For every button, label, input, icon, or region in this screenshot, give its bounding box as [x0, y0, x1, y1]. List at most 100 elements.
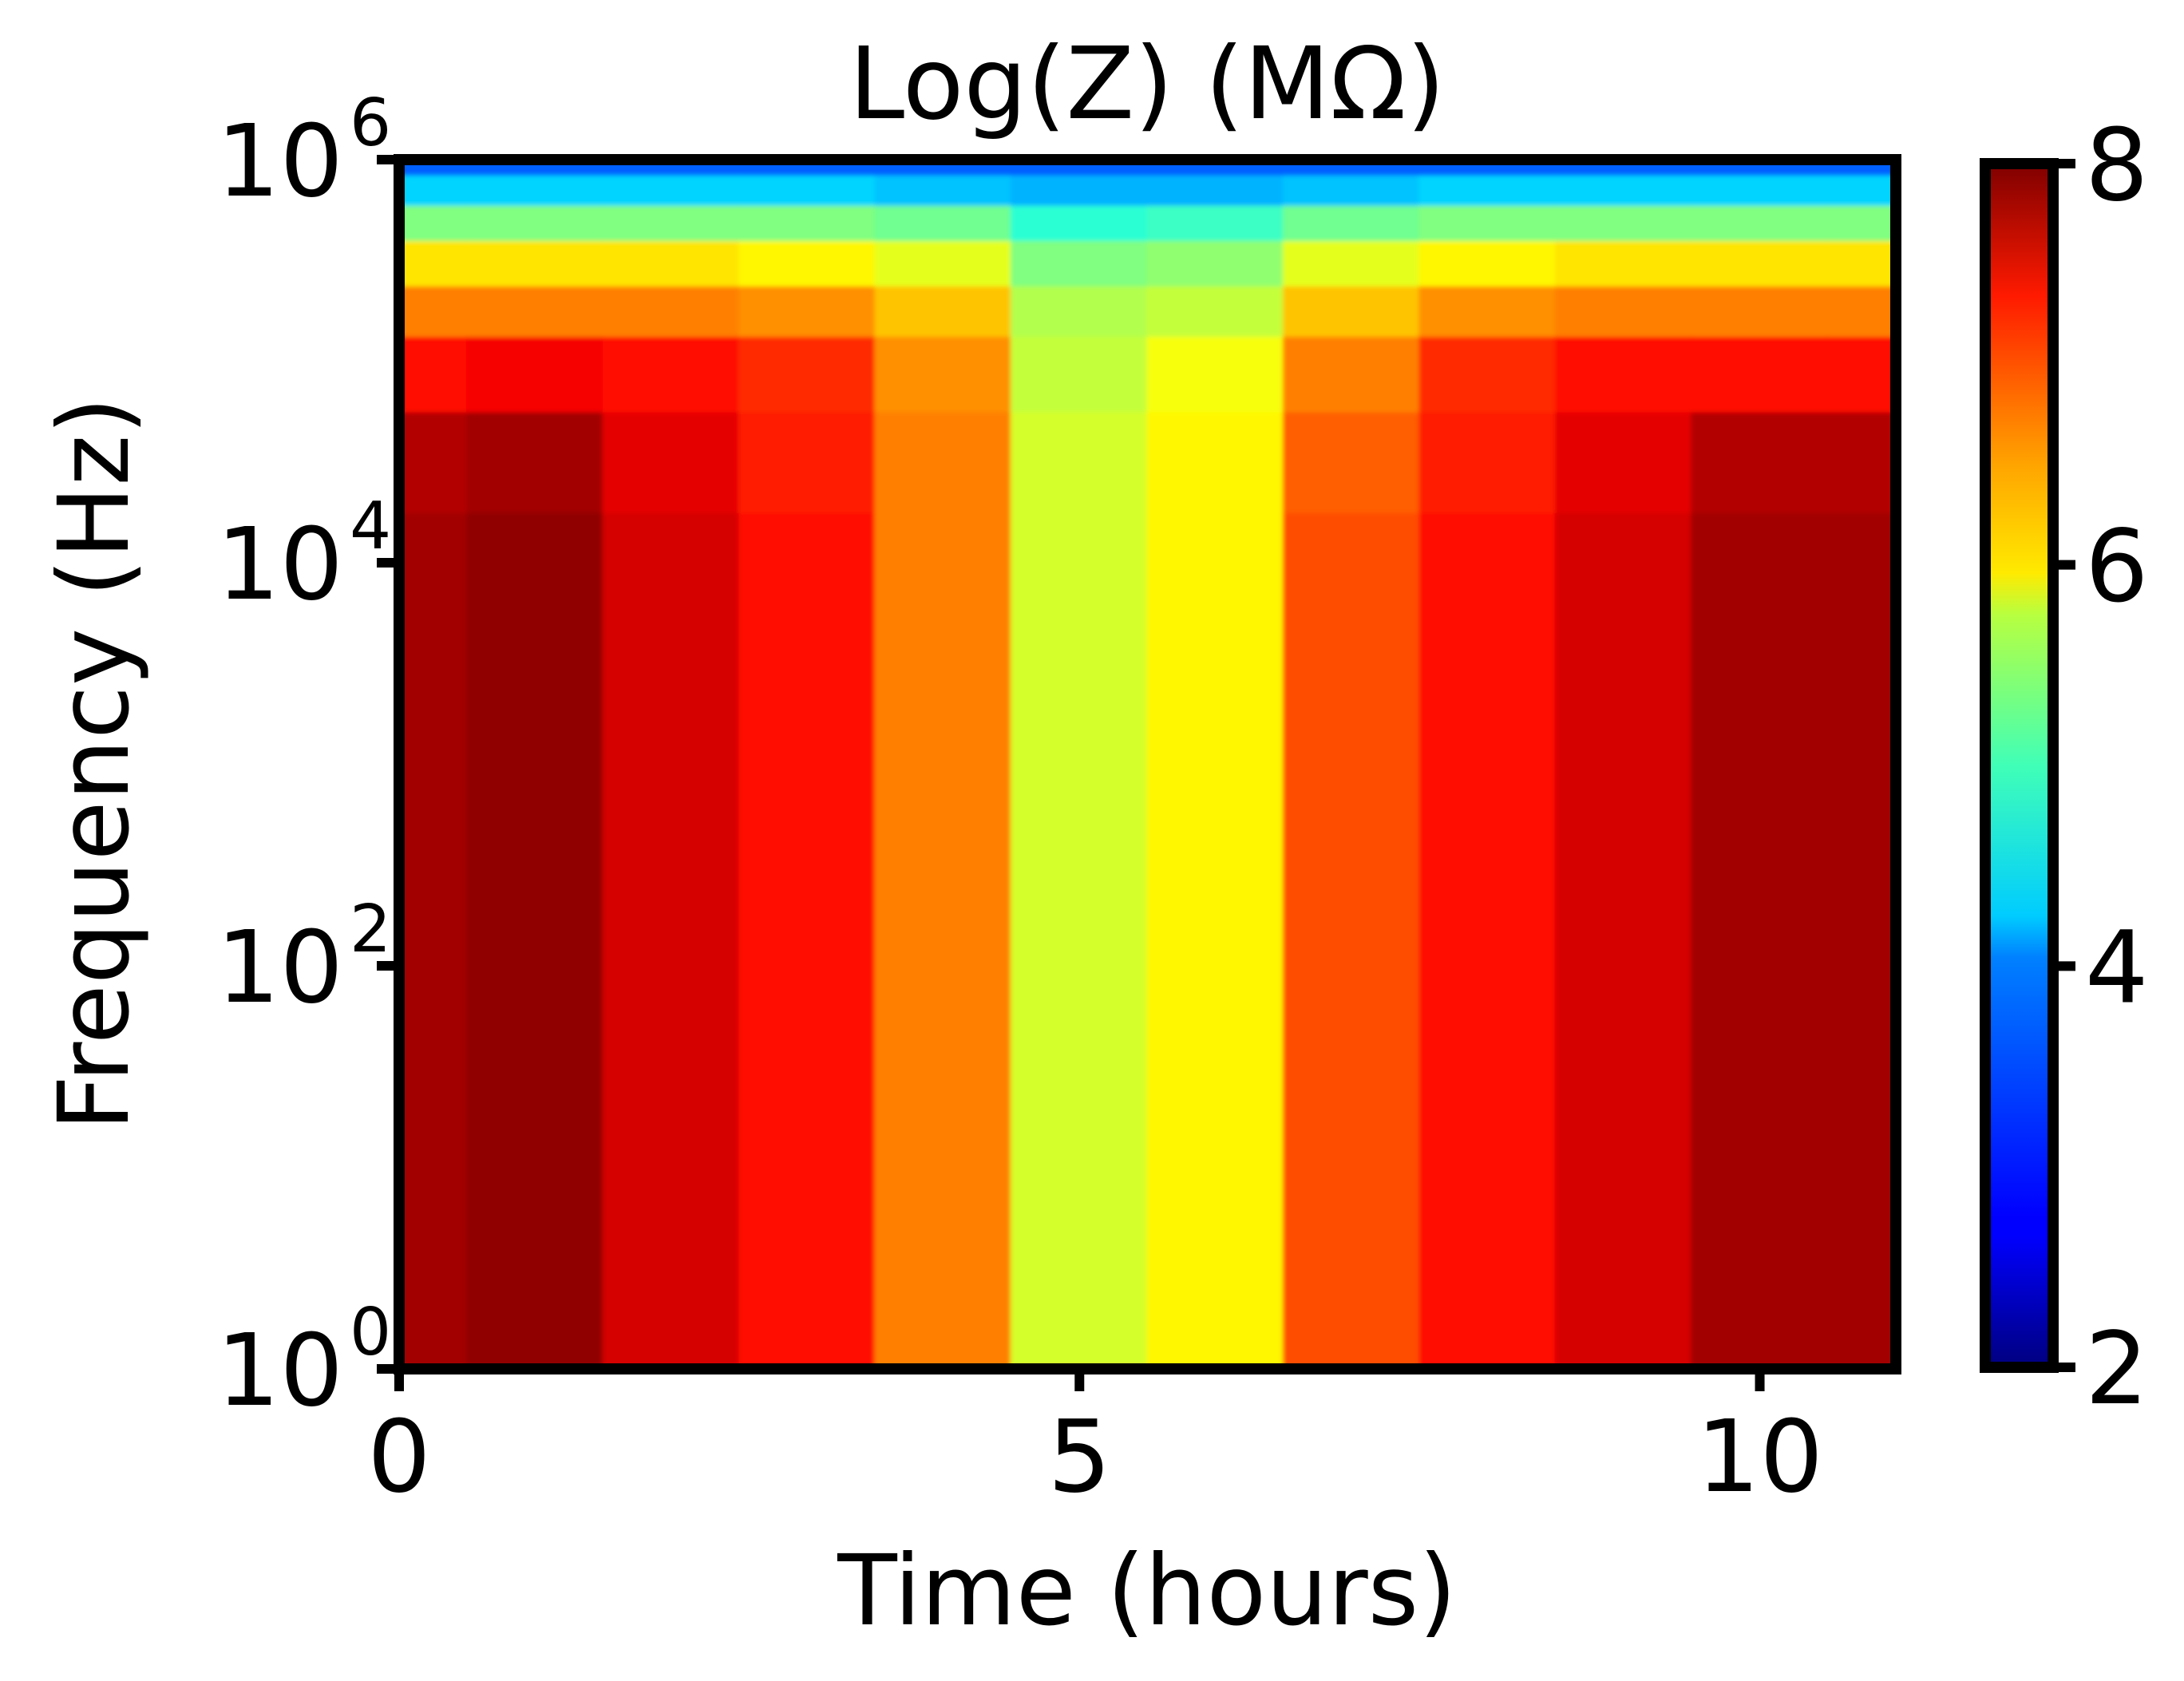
heatmap-cell	[1011, 511, 1149, 665]
heatmap-cell	[466, 511, 604, 665]
heatmap-cell	[1011, 410, 1149, 513]
heatmap-cell	[738, 334, 876, 413]
heatmap-cell	[1826, 1066, 1896, 1269]
heatmap-cell	[466, 1267, 604, 1369]
heatmap-cell	[738, 204, 876, 241]
chart-title: Log(Z) (MΩ)	[849, 26, 1445, 142]
heatmap-cell	[399, 334, 469, 413]
heatmap-cell	[399, 204, 469, 241]
y-tick-exponent: 4	[350, 488, 391, 564]
heatmap-cell	[874, 864, 1013, 1068]
heatmap-cell	[1418, 1267, 1557, 1369]
y-axis-label: Frequency (Hz)	[38, 397, 151, 1131]
heatmap-cell	[1826, 173, 1896, 206]
heatmap-cell	[1146, 1267, 1284, 1369]
heatmap-cell	[1282, 334, 1421, 413]
heatmap-cell	[1826, 239, 1896, 287]
heatmap-cell	[1011, 1066, 1149, 1269]
heatmap-cell	[738, 1066, 876, 1269]
y-tick-label: 10	[216, 104, 343, 220]
heatmap-cell	[399, 410, 469, 513]
heatmap-cell	[466, 663, 604, 866]
heatmap-cell	[466, 173, 604, 206]
heatmap-cell	[1554, 410, 1693, 513]
heatmap-cell	[738, 173, 876, 206]
heatmap-cell	[1282, 239, 1421, 287]
heatmap-cell	[1146, 204, 1284, 241]
heatmap-cell	[1282, 410, 1421, 513]
heatmap-cell	[1011, 864, 1149, 1068]
heatmap-cell	[1691, 1267, 1829, 1369]
heatmap-cell	[1282, 663, 1421, 866]
heatmap-cell	[1146, 1066, 1284, 1269]
heatmap-cell	[466, 1066, 604, 1269]
heatmap-cell	[1691, 864, 1829, 1068]
heatmap-cell	[399, 663, 469, 866]
x-axis-label: Time (hours)	[837, 1534, 1457, 1647]
heatmap-cell	[602, 204, 741, 241]
heatmap-cell	[874, 334, 1013, 413]
heatmap-cell	[1282, 864, 1421, 1068]
heatmap-cell	[399, 239, 469, 287]
heatmap-cell	[1146, 173, 1284, 206]
heatmap-cell	[1011, 663, 1149, 866]
heatmap-cell	[1011, 334, 1149, 413]
y-tick-exponent: 6	[350, 85, 391, 161]
heatmap-cell	[1826, 204, 1896, 241]
heatmap-cell	[466, 864, 604, 1068]
heatmap-cell	[874, 204, 1013, 241]
heatmap-cell	[602, 1066, 741, 1269]
heatmap-cell	[874, 239, 1013, 287]
heatmap-cell	[602, 173, 741, 206]
heatmap-cell	[1418, 239, 1557, 287]
heatmap-cell	[1554, 173, 1693, 206]
heatmap-cell	[1554, 1066, 1693, 1269]
x-tick-label: 5	[1048, 1399, 1112, 1515]
heatmap-cells	[399, 160, 1896, 1369]
heatmap-cell	[874, 511, 1013, 665]
heatmap-cell	[738, 1267, 876, 1369]
heatmap-cell	[1146, 410, 1284, 513]
heatmap-cell	[1282, 1267, 1421, 1369]
heatmap-cell	[738, 410, 876, 513]
heatmap-cell	[1691, 204, 1829, 241]
heatmap-cell	[1691, 1066, 1829, 1269]
heatmap-cell	[738, 511, 876, 665]
heatmap-cell	[399, 511, 469, 665]
heatmap-cell	[874, 173, 1013, 206]
heatmap-cell	[1146, 334, 1284, 413]
heatmap-cell	[1691, 410, 1829, 513]
heatmap-cell	[874, 663, 1013, 866]
y-tick-exponent: 2	[350, 892, 391, 967]
heatmap-cell	[1826, 864, 1896, 1068]
heatmap-cell	[602, 239, 741, 287]
heatmap-cell	[1282, 511, 1421, 665]
heatmap-cell	[1826, 511, 1896, 665]
colorbar-frame	[1980, 158, 2059, 1373]
plot-frame	[394, 154, 1901, 1374]
heatmap-cell	[1554, 239, 1693, 287]
heatmap-cell	[1554, 284, 1693, 337]
heatmap-cell	[399, 1066, 469, 1269]
heatmap-cell	[1146, 663, 1284, 866]
heatmap-cell	[399, 1267, 469, 1369]
heatmap-cell	[874, 1066, 1013, 1269]
heatmap-cell	[1418, 511, 1557, 665]
heatmap-cell	[1418, 663, 1557, 866]
x-axis: 0 5 10	[367, 1369, 1823, 1515]
heatmap-cell	[1146, 284, 1284, 337]
heatmap-cell	[1554, 1267, 1693, 1369]
heatmap-cell	[1146, 864, 1284, 1068]
colorbar-axis: 2 4 6 8	[2053, 108, 2149, 1427]
heatmap-cell	[1418, 864, 1557, 1068]
heatmap-cell	[1418, 334, 1557, 413]
heatmap-cell	[1282, 1066, 1421, 1269]
heatmap-cell	[399, 284, 469, 337]
heatmap-cell	[466, 204, 604, 241]
heatmap-cell	[1826, 663, 1896, 866]
heatmap-cell	[1418, 1066, 1557, 1269]
heatmap-cell	[1826, 1267, 1896, 1369]
x-tick-label: 0	[367, 1399, 431, 1515]
heatmap-cell	[1418, 204, 1557, 241]
